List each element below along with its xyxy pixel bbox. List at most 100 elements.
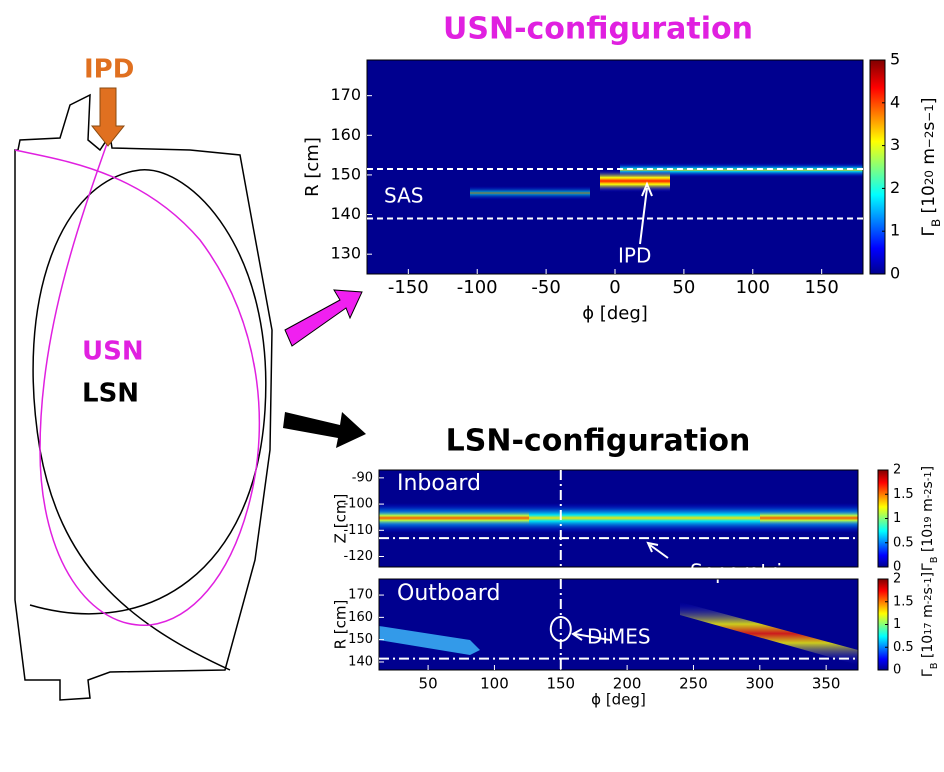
- colorbar-label-part: 20: [922, 170, 936, 185]
- colorbar-tick-label: 2: [890, 178, 900, 197]
- colorbar-label: ΓB [1017 m-2s-1]: [920, 572, 940, 677]
- heatmap-texture: [680, 602, 858, 665]
- colorbar-label-part: B: [929, 219, 943, 227]
- plot-frame: [378, 469, 859, 568]
- y-tick-label: -90: [352, 470, 373, 485]
- colorbar-label-part: -2: [923, 594, 934, 604]
- y-axis-label: Z [cm]: [332, 494, 350, 544]
- y-tick-label: 170: [348, 588, 373, 603]
- colorbar-label-part: -1: [923, 577, 934, 587]
- heatmap-texture: [600, 170, 670, 192]
- colorbar-label-part: -2: [923, 488, 934, 498]
- annotation: DiMES: [587, 625, 651, 649]
- colorbar-tick-label: 2: [893, 572, 901, 587]
- x-tick-label: -150: [388, 277, 429, 298]
- colorbar-label-part: ]: [919, 98, 939, 105]
- colorbar-label: ΓB [1019 m-2s-1]: [920, 466, 940, 571]
- colorbar-label-part: −2: [922, 131, 936, 149]
- colorbar-tick-label: 1.5: [893, 487, 914, 502]
- y-tick-label: -110: [343, 523, 373, 538]
- x-tick-label: 0: [609, 277, 620, 298]
- colorbar-label: ΓB [1020 m−2s−1]: [919, 98, 943, 237]
- y-tick-label: 150: [348, 632, 373, 647]
- annotation: Separatrix: [690, 560, 794, 584]
- annotation: SAS: [384, 184, 423, 208]
- colorbar-label-part: Γ: [920, 563, 936, 571]
- y-tick-label: 150: [330, 164, 361, 183]
- colorbar-tick-label: 1: [893, 511, 901, 526]
- colorbar-tick-label: 0.5: [893, 640, 914, 655]
- y-tick-label: 140: [330, 204, 361, 223]
- vessel-diagram: [14, 93, 273, 701]
- colorbar-tick-label: 5: [890, 50, 900, 69]
- plot-frame: [378, 578, 859, 671]
- colorbar-label-part: s: [920, 481, 936, 488]
- usn-arrow: [284, 289, 363, 347]
- x-tick-label: 150: [804, 277, 838, 298]
- x-tick-label: 200: [613, 675, 642, 693]
- colorbar-label-part: s: [919, 122, 939, 131]
- chart-title: LSN-configuration: [446, 424, 751, 459]
- colorbar-label-part: -1: [923, 471, 934, 481]
- x-tick-label: 100: [736, 277, 770, 298]
- x-axis-label: ϕ [deg]: [582, 303, 648, 324]
- colorbar-label-part: m: [920, 498, 936, 516]
- annotation-arrow: [646, 541, 669, 559]
- x-tick-label: 50: [419, 675, 438, 693]
- x-tick-label: 300: [745, 675, 774, 693]
- panel-label: Outboard: [397, 581, 500, 606]
- colorbar-tick-label: 2: [893, 463, 901, 478]
- y-tick-label: 130: [330, 244, 361, 263]
- heatmap-images: [367, 60, 863, 670]
- annotation: IPD: [618, 244, 651, 268]
- colorbar-label-part: 17: [923, 622, 934, 634]
- colorbar-label-part: [10: [919, 185, 939, 219]
- lsn-separatrix: [29, 169, 267, 671]
- ipd-label: IPD: [84, 55, 134, 85]
- colorbar-label-part: ]: [920, 572, 936, 577]
- x-tick-label: 250: [679, 675, 708, 693]
- colorbar-label-part: 19: [923, 516, 934, 528]
- y-tick-label: 160: [330, 125, 361, 144]
- y-tick-label: 160: [348, 610, 373, 625]
- usn-separatrix: [14, 134, 261, 626]
- heatmap-texture: [379, 626, 480, 655]
- x-tick-label: 350: [812, 675, 841, 693]
- colorbar-label-part: ]: [920, 466, 936, 471]
- annotation-circle: [549, 616, 572, 642]
- colorbar-label-part: B: [929, 662, 940, 669]
- colorbar-label-part: B: [929, 556, 940, 563]
- usn-label: USN: [82, 337, 144, 367]
- y-tick-label: 140: [348, 654, 373, 669]
- y-tick-label: -120: [343, 549, 373, 564]
- colorbar-tick-label: 3: [890, 135, 900, 154]
- panel-label: Inboard: [397, 471, 481, 496]
- x-axis-label: ϕ [deg]: [591, 691, 646, 709]
- colorbar-label-part: Γ: [919, 227, 939, 237]
- colorbar-tick-label: 0: [890, 264, 900, 283]
- heatmap-texture: [470, 186, 590, 200]
- x-tick-label: 100: [480, 675, 509, 693]
- annotation-arrow: [571, 628, 611, 641]
- y-tick-label: 170: [330, 85, 361, 104]
- colorbar-tick-label: 1.5: [893, 594, 914, 609]
- y-tick-label: -100: [343, 497, 373, 512]
- colorbar-label-part: m: [920, 604, 936, 622]
- y-axis-label: R [cm]: [302, 137, 323, 197]
- colorbar-tick-label: 0: [893, 663, 901, 678]
- lsn-label: LSN: [82, 379, 139, 409]
- annotation-arrow: [639, 181, 653, 245]
- heatmap-texture: [379, 510, 529, 526]
- y-axis-label: R [cm]: [332, 600, 350, 650]
- colorbar-tick-label: 0: [893, 560, 901, 575]
- x-tick-label: 50: [672, 277, 695, 298]
- colorbar-label-part: s: [920, 587, 936, 594]
- x-tick-label: -50: [531, 277, 560, 298]
- colorbar-label-part: [10: [920, 635, 936, 663]
- colorbar-tick-label: 4: [890, 92, 900, 111]
- heatmap-texture: [760, 510, 858, 526]
- x-tick-label: 150: [546, 675, 575, 693]
- colorbar-label-part: Γ: [920, 669, 936, 677]
- chart-title: USN-configuration: [443, 12, 753, 47]
